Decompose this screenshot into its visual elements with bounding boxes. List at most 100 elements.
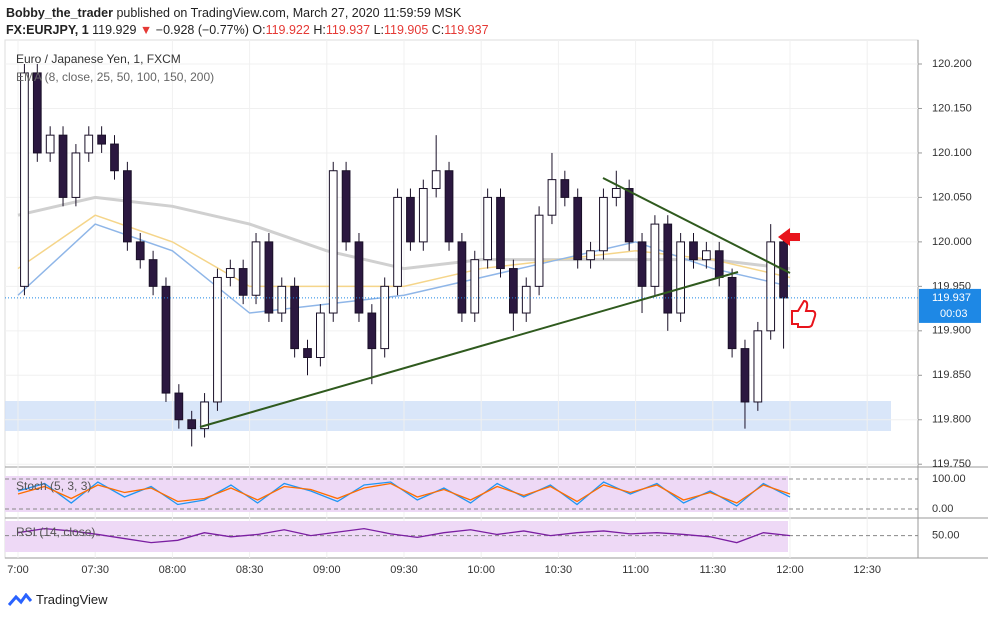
- ohlc-value: 119.922: [265, 23, 310, 37]
- candle-body: [251, 241, 261, 296]
- candle-body: [213, 276, 222, 403]
- candle-body: [727, 276, 737, 350]
- candle-body: [560, 179, 570, 198]
- candle-body: [444, 170, 454, 243]
- rsi-line: [17, 527, 791, 544]
- ohlc-value: 119.937: [444, 23, 489, 37]
- footer[interactable]: TradingView: [8, 592, 108, 607]
- candle-body: [740, 348, 750, 403]
- trend-line: [199, 271, 739, 428]
- candle-body: [20, 72, 29, 287]
- candle-body: [200, 401, 209, 430]
- candle-body: [534, 214, 544, 287]
- x-tick-label: 09:00: [313, 564, 341, 576]
- candle-body: [766, 241, 776, 332]
- candle-body: [174, 392, 184, 421]
- y-tick-label: 119.900: [932, 325, 971, 337]
- stoch-title: Stoch (5, 3, 3): [16, 479, 91, 493]
- candle-body: [663, 223, 673, 314]
- stoch-line: [17, 482, 791, 504]
- candle-body: [97, 134, 106, 145]
- candle-body: [573, 196, 583, 261]
- logo: [8, 592, 32, 606]
- candle-body: [45, 134, 55, 154]
- last-price-box: [919, 288, 981, 323]
- candle-body: [110, 143, 119, 172]
- last-price-label: 119.937: [932, 292, 971, 304]
- y-tick-label: 120.000: [932, 236, 972, 248]
- chart: Euro / Japanese Yen, 1, FXCM EMA (8, clo…: [4, 39, 988, 576]
- candle-body: [470, 259, 480, 314]
- candle-body: [611, 188, 621, 198]
- change: −0.928 (−0.77%): [155, 23, 249, 37]
- candle-body: [341, 170, 351, 243]
- candle-body: [624, 188, 634, 243]
- candle-body: [354, 241, 364, 314]
- candle-body: [753, 330, 763, 403]
- y-tick-label: 119.800: [932, 414, 971, 426]
- x-tick-label: 10:00: [467, 564, 495, 576]
- x-tick-label: 08:30: [236, 564, 264, 576]
- rsi-title: RSI (14, close): [16, 525, 95, 539]
- candle-body: [689, 241, 698, 261]
- candle-body: [650, 223, 660, 287]
- candle-body: [316, 312, 325, 358]
- candle-body: [84, 134, 94, 154]
- x-tick-label: 10:30: [545, 564, 573, 576]
- candle-body: [71, 152, 81, 198]
- candle-body: [509, 268, 518, 314]
- countdown: 00:03: [940, 308, 968, 320]
- candle-body: [161, 285, 171, 394]
- candle-body: [418, 188, 428, 243]
- y-tick-label: 120.100: [932, 147, 972, 159]
- x-tick-label: 7:00: [7, 564, 28, 576]
- x-tick-label: 12:00: [776, 564, 804, 576]
- ema-line: [17, 214, 791, 288]
- candle-body: [393, 196, 402, 287]
- y-tick-label: 120.200: [932, 58, 972, 70]
- candle-body: [367, 312, 377, 350]
- candle-body: [303, 348, 312, 358]
- published: published on TradingView.com, March 27, …: [116, 6, 462, 20]
- symbol: FX:EURJPY, 1: [6, 23, 89, 37]
- candle-body: [676, 241, 685, 314]
- candle-body: [32, 72, 42, 154]
- ohlc-value: 119.937: [325, 23, 371, 37]
- y-tick-label: 120.150: [932, 102, 972, 114]
- price: 119.929: [92, 23, 137, 37]
- y-tick-label: 119.750: [932, 458, 971, 470]
- legend-title: Euro / Japanese Yen, 1, FXCM: [16, 52, 181, 66]
- candle-body: [148, 259, 158, 287]
- indicator-label: EMA (8, close, 25, 50, 100, 150, 200): [16, 70, 214, 84]
- quote-line: FX:EURJPY, 1 119.929 ▼ −0.928 (−0.77%) O…: [6, 22, 489, 39]
- candle-body: [714, 250, 724, 278]
- candle-body: [547, 179, 557, 216]
- candle-body: [135, 241, 145, 261]
- arrow: ▼: [139, 23, 153, 37]
- candle-body: [406, 196, 415, 243]
- ema-line: [17, 223, 791, 314]
- candle-body: [264, 241, 274, 314]
- ohlc-label: H:: [313, 23, 326, 37]
- y-tick-label: 50.00: [932, 530, 960, 542]
- pane-bg: [5, 476, 788, 512]
- thumb-icon: [791, 299, 817, 328]
- y-tick-label: 0.00: [932, 503, 953, 515]
- header: Bobby_the_trader published on TradingVie…: [6, 5, 489, 39]
- x-tick-label: 09:30: [390, 564, 418, 576]
- author: Bobby_the_trader: [6, 6, 113, 20]
- candle-body: [521, 285, 531, 314]
- ohlc-label: L:: [373, 23, 385, 37]
- support-zone: [5, 401, 891, 431]
- y-tick-label: 100.00: [932, 473, 966, 485]
- candle-body: [187, 419, 197, 430]
- candle-body: [290, 285, 299, 350]
- x-tick-label: 11:30: [699, 564, 726, 576]
- marks: [5, 40, 922, 558]
- candle-body: [702, 250, 711, 261]
- candle-body: [380, 285, 390, 350]
- ema-line: [17, 195, 791, 271]
- x-tick-label: 08:00: [159, 564, 187, 576]
- candle-body: [58, 134, 68, 198]
- candle-body: [586, 250, 595, 261]
